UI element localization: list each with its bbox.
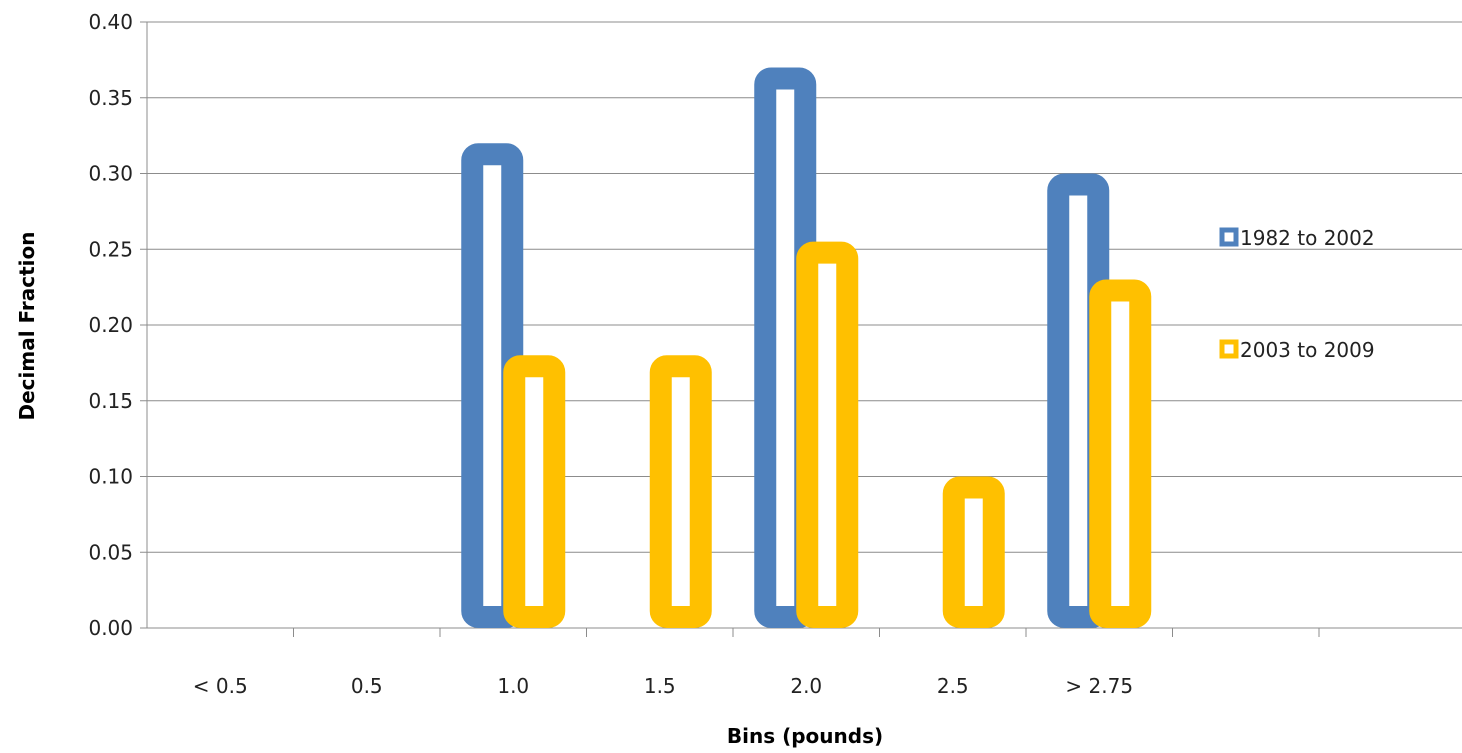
bars (461, 67, 1152, 629)
x-tick-label: 2.5 (937, 674, 969, 698)
x-tick-label: < 0.5 (193, 674, 248, 698)
x-tick-label: 1.5 (644, 674, 676, 698)
bar (649, 355, 712, 628)
y-tick-label: 0.25 (88, 237, 133, 261)
y-tick-label: 0.20 (88, 313, 133, 337)
x-tick-label: > 2.75 (1065, 674, 1133, 698)
bar (1089, 279, 1152, 628)
y-tick-label: 0.35 (88, 86, 133, 110)
y-tick-label: 0.05 (88, 540, 133, 564)
tick-labels: 0.00 0.05 0.10 0.15 0.20 0.25 0.30 0.35 0.40 < 0.… (88, 10, 1133, 698)
bar (503, 355, 566, 628)
y-tick-label: 0.40 (88, 10, 133, 34)
x-axis-title: Bins (pounds) (727, 724, 883, 748)
y-axis-title: Decimal Fraction (15, 231, 39, 420)
x-tick-label: 1.0 (497, 674, 529, 698)
x-tick-label: 0.5 (351, 674, 383, 698)
legend-swatch (1219, 339, 1239, 359)
legend: 1982 to 2002 2003 to 2009 (1219, 226, 1375, 362)
x-tick-label: 2.0 (790, 674, 822, 698)
legend-swatch (1219, 227, 1239, 247)
y-tick-label: 0.30 (88, 162, 133, 186)
bar (796, 241, 859, 629)
legend-label: 2003 to 2009 (1240, 338, 1375, 362)
bar (942, 476, 1005, 628)
y-tick-label: 0.10 (88, 465, 133, 489)
y-tick-label: 0.15 (88, 389, 133, 413)
axes (140, 21, 1462, 637)
legend-label: 1982 to 2002 (1240, 226, 1375, 250)
y-tick-label: 0.00 (88, 616, 133, 640)
